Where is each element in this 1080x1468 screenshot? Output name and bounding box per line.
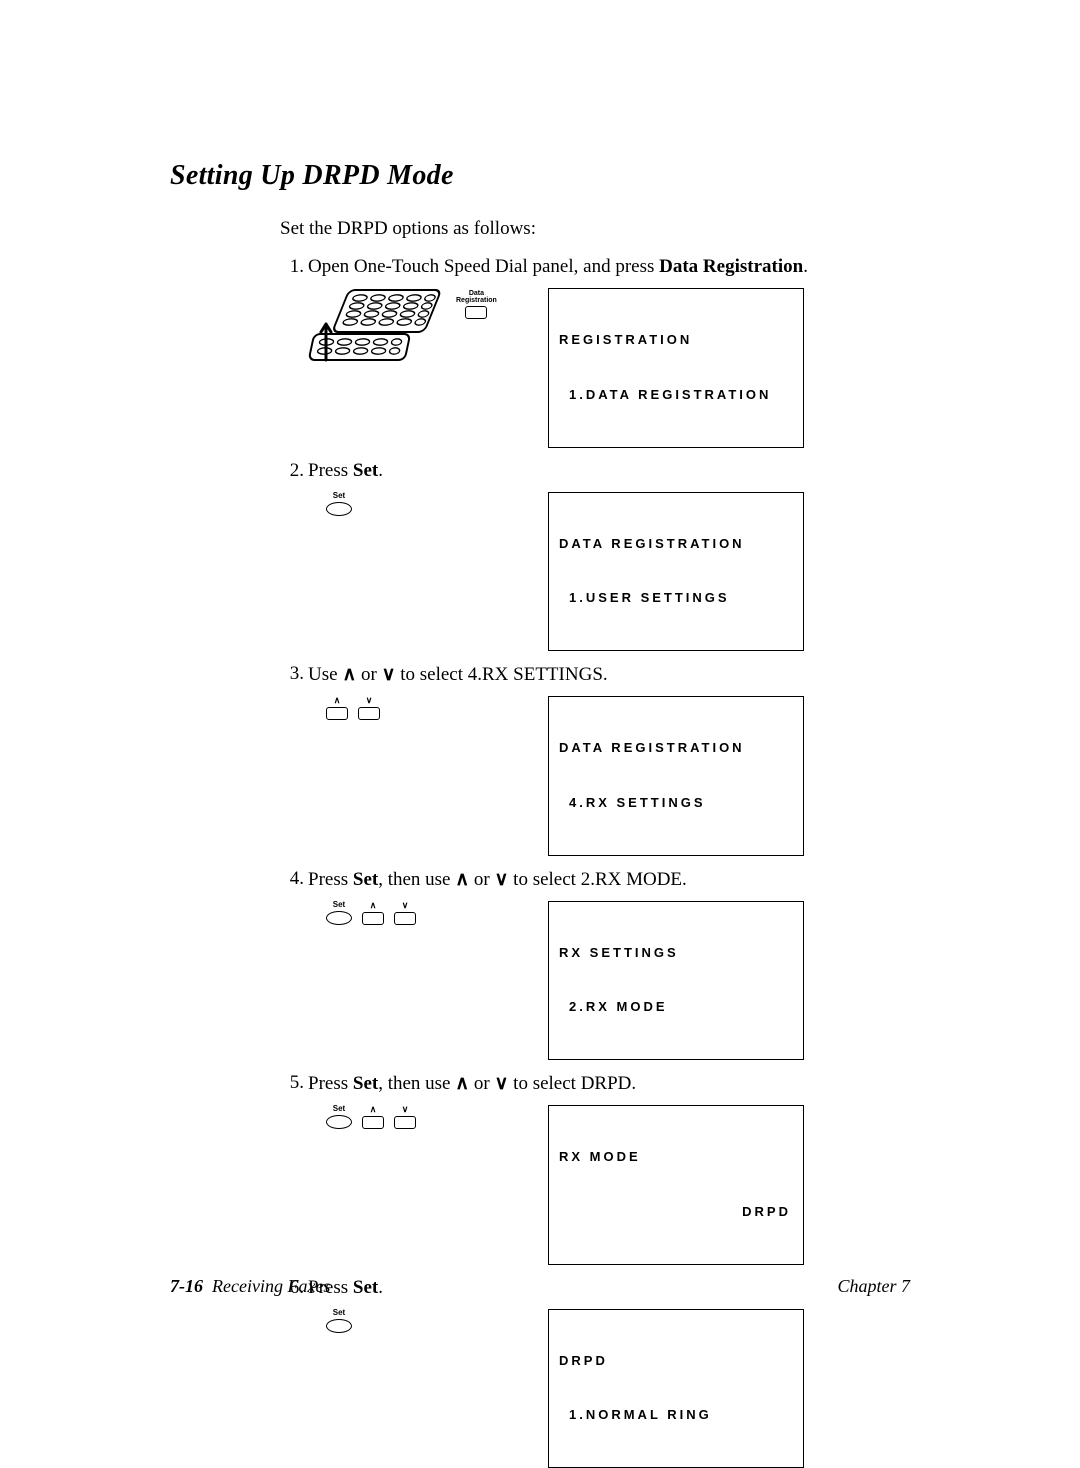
lcd-display: RX SETTINGS 2.RX MODE (548, 901, 804, 1061)
step-text: Open One-Touch Speed Dial panel, and pre… (308, 256, 910, 278)
step-3: 3. Use ∧ or ∨ to select 4.RX SETTINGS. ∧… (280, 663, 910, 856)
step-row: ∧ ∨ DATA REGISTRATION 4.RX SETTINGS (308, 696, 910, 856)
footer-chapter: Chapter 7 (837, 1276, 910, 1297)
dial-panel-illustration (308, 288, 448, 366)
step-text: Use ∧ or ∨ to select 4.RX SETTINGS. (308, 663, 910, 686)
down-button-icon (394, 1116, 416, 1129)
lcd-display: DATA REGISTRATION 1.USER SETTINGS (548, 492, 804, 652)
step-row: Set ∧ ∨ RX MODE (308, 1105, 910, 1265)
set-button-icon (326, 1115, 352, 1129)
step-4: 4. Press Set, then use ∧ or ∨ to select … (280, 868, 910, 1061)
up-button-icon (326, 707, 348, 720)
down-button-icon (358, 707, 380, 720)
step-row: Set ∧ ∨ RX SETTINGS (308, 901, 910, 1061)
down-button: ∨ (394, 901, 416, 925)
set-button: Set (326, 492, 352, 516)
lcd-display: DATA REGISTRATION 4.RX SETTINGS (548, 696, 804, 856)
lcd-display: RX MODE DRPD (548, 1105, 804, 1265)
lcd-line2: 4.RX SETTINGS (559, 794, 793, 812)
lcd-line1: DRPD (559, 1352, 793, 1370)
data-registration-button-icon (465, 306, 487, 319)
control-area: Set (308, 492, 548, 516)
lcd-line2: 2.RX MODE (559, 998, 793, 1016)
data-registration-button-col: DataRegistration (456, 290, 497, 319)
page: Setting Up DRPD Mode Set the DRPD option… (0, 0, 1080, 1397)
control-area: Set ∧ ∨ (308, 901, 548, 925)
up-button-icon (362, 912, 384, 925)
lcd-line1: DATA REGISTRATION (559, 535, 793, 553)
lcd-line2: 1.USER SETTINGS (559, 589, 793, 607)
footer-section: Receiving Faxes (212, 1276, 330, 1296)
step-5: 5. Press Set, then use ∧ or ∨ to select … (280, 1072, 910, 1265)
down-button-icon (394, 912, 416, 925)
up-button-icon (362, 1116, 384, 1129)
up-button: ∧ (326, 696, 348, 720)
control-area: DataRegistration (308, 288, 548, 366)
set-button-icon (326, 1319, 352, 1333)
step-number: 5. (280, 1072, 304, 1094)
lcd-line1: REGISTRATION (559, 331, 793, 349)
lcd-line2: DRPD (559, 1203, 793, 1221)
lcd-line1: RX MODE (559, 1148, 793, 1166)
step-number: 4. (280, 868, 304, 890)
lcd-line2: 1.NORMAL RING (559, 1406, 793, 1424)
intro-text: Set the DRPD options as follows: (280, 218, 910, 240)
set-button: Set (326, 1309, 352, 1333)
down-button: ∨ (394, 1105, 416, 1129)
lcd-line1: RX SETTINGS (559, 944, 793, 962)
page-footer: 7-16 Receiving Faxes Chapter 7 (170, 1276, 910, 1297)
lcd-line2: 1.DATA REGISTRATION (559, 386, 793, 404)
set-button: Set (326, 1105, 352, 1129)
data-registration-label: DataRegistration (456, 290, 497, 304)
step-row: Set DRPD 1.NORMAL RING (308, 1309, 910, 1468)
step-text: Press Set. (308, 460, 910, 482)
up-button: ∧ (362, 1105, 384, 1129)
step-text: Press Set, then use ∧ or ∨ to select 2.R… (308, 868, 910, 891)
step-number: 2. (280, 460, 304, 482)
set-button-icon (326, 502, 352, 516)
lcd-display: REGISTRATION 1.DATA REGISTRATION (548, 288, 804, 448)
page-number: 7-16 (170, 1276, 203, 1296)
control-area: ∧ ∨ (308, 696, 548, 720)
section-heading: Setting Up DRPD Mode (170, 160, 910, 192)
step-6: 6. Press Set. Set DRPD 1.NORMAL RING (280, 1277, 910, 1468)
step-number: 3. (280, 663, 304, 685)
step-text: Press Set, then use ∧ or ∨ to select DRP… (308, 1072, 910, 1095)
control-area: Set ∧ ∨ (308, 1105, 548, 1129)
control-area: Set (308, 1309, 548, 1333)
step-1: 1. Open One-Touch Speed Dial panel, and … (280, 256, 910, 448)
lcd-display: DRPD 1.NORMAL RING (548, 1309, 804, 1468)
step-row: DataRegistration REGISTRATION 1.DATA REG… (308, 288, 910, 448)
step-number: 1. (280, 256, 304, 278)
set-button-icon (326, 911, 352, 925)
lcd-line1: DATA REGISTRATION (559, 739, 793, 757)
down-button: ∨ (358, 696, 380, 720)
set-button: Set (326, 901, 352, 925)
up-button: ∧ (362, 901, 384, 925)
footer-left: 7-16 Receiving Faxes (170, 1276, 330, 1297)
step-2: 2. Press Set. Set DATA REGISTRATION 1.US… (280, 460, 910, 652)
step-row: Set DATA REGISTRATION 1.USER SETTINGS (308, 492, 910, 652)
